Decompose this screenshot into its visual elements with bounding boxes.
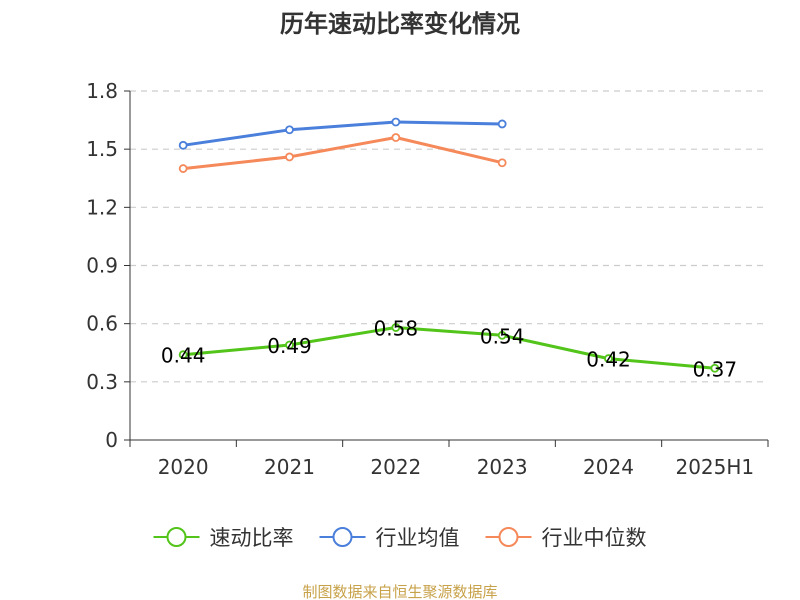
legend-marker bbox=[498, 527, 519, 547]
data-point[interactable] bbox=[391, 133, 401, 142]
data-point[interactable] bbox=[285, 125, 294, 135]
x-tick-label: 2021 bbox=[264, 455, 315, 479]
data-point[interactable] bbox=[178, 164, 188, 173]
data-point[interactable] bbox=[604, 354, 613, 363]
chart-title: 历年速动比率变化情况 bbox=[280, 10, 520, 38]
y-tick-label: 0 bbox=[105, 428, 118, 452]
grid-lines bbox=[130, 90, 768, 383]
legend-label: 速动比率 bbox=[210, 526, 294, 550]
legend-item[interactable]: 行业均值 bbox=[319, 526, 460, 550]
axes bbox=[124, 90, 769, 447]
legend-item[interactable]: 速动比率 bbox=[153, 526, 294, 550]
source-note: 制图数据来自恒生聚源数据库 bbox=[302, 583, 497, 600]
data-point[interactable] bbox=[391, 117, 401, 127]
legend-marker bbox=[166, 527, 187, 547]
tick-labels: 0 0.3 0.6 0.9 1.2 1.5 1.8 2020 2021 2022 2023 2024 2… bbox=[86, 79, 754, 479]
y-tick-label: 0.3 bbox=[86, 370, 118, 394]
y-tick-label: 0.6 bbox=[86, 312, 118, 336]
data-labels: 0.44 0.49 0.58 0.54 0.42 0.37 bbox=[161, 317, 737, 382]
data-point[interactable] bbox=[497, 330, 507, 340]
data-point[interactable] bbox=[497, 119, 507, 129]
data-label: 0.42 bbox=[586, 348, 631, 372]
data-label: 0.49 bbox=[267, 334, 312, 358]
data-point[interactable] bbox=[285, 340, 294, 350]
x-tick-label: 2025H1 bbox=[675, 455, 754, 479]
data-point[interactable] bbox=[178, 350, 188, 360]
x-tick-label: 2023 bbox=[477, 455, 528, 479]
series-line-2 bbox=[183, 136, 503, 171]
series-line-0 bbox=[183, 326, 715, 370]
data-label: 0.37 bbox=[693, 357, 738, 381]
data-point[interactable] bbox=[285, 152, 294, 162]
x-tick-label: 2022 bbox=[370, 455, 421, 479]
legend[interactable]: 速动比率 行业均值 行业中位数 bbox=[153, 526, 647, 550]
series-layer bbox=[178, 117, 720, 373]
y-tick-label: 0.9 bbox=[86, 254, 118, 278]
x-tick-label: 2024 bbox=[583, 455, 634, 479]
legend-item[interactable]: 行业中位数 bbox=[485, 526, 647, 550]
data-point[interactable] bbox=[391, 323, 401, 332]
data-label: 0.44 bbox=[161, 344, 206, 368]
data-point[interactable] bbox=[710, 363, 720, 373]
legend-marker bbox=[332, 527, 353, 547]
y-tick-label: 1.2 bbox=[86, 195, 118, 219]
series-line-1 bbox=[182, 120, 503, 147]
data-point[interactable] bbox=[178, 140, 188, 150]
y-tick-label: 1.5 bbox=[86, 137, 118, 161]
data-label: 0.54 bbox=[480, 324, 525, 348]
legend-label: 行业均值 bbox=[376, 526, 460, 550]
data-point[interactable] bbox=[497, 158, 507, 168]
y-tick-label: 1.8 bbox=[86, 79, 118, 103]
legend-label: 行业中位数 bbox=[542, 526, 647, 550]
x-tick-label: 2020 bbox=[158, 455, 209, 479]
data-label: 0.58 bbox=[374, 317, 419, 341]
